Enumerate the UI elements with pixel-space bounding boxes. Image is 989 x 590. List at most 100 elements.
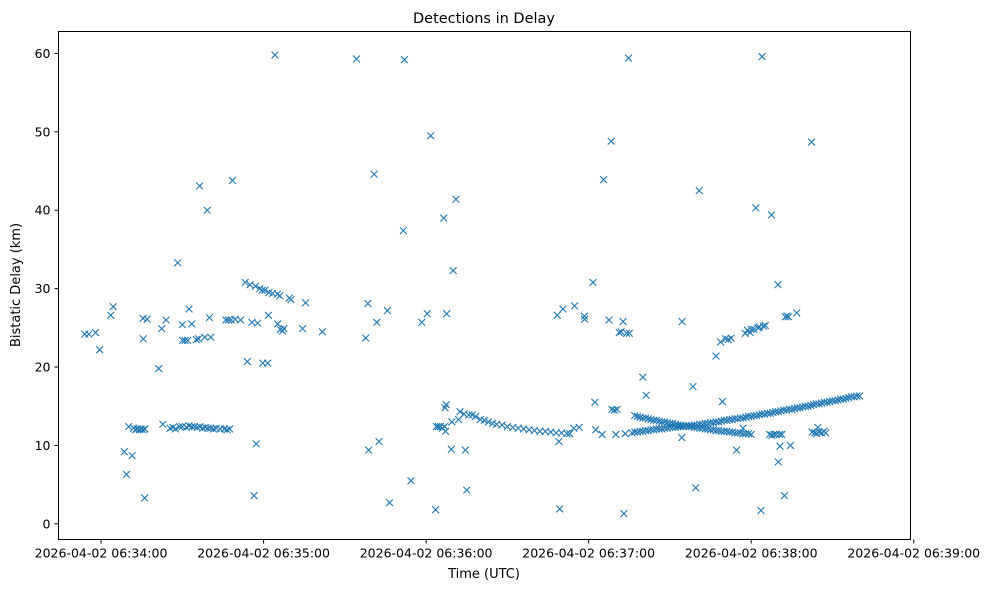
data-point-marker (668, 419, 677, 428)
data-point-marker (652, 416, 661, 425)
data-point-marker (278, 327, 287, 335)
data-point-marker (624, 54, 633, 62)
data-point-marker (570, 302, 579, 310)
data-point-marker (192, 335, 201, 344)
data-point-marker (786, 441, 795, 450)
data-point-marker (91, 328, 100, 337)
data-point-marker (181, 336, 189, 345)
data-point-marker (853, 392, 861, 400)
data-point-marker (625, 329, 634, 338)
data-point-marker (195, 182, 204, 190)
data-point-marker (695, 186, 703, 195)
data-point-marker (224, 316, 233, 324)
data-point-marker (187, 320, 196, 328)
data-point-marker (808, 428, 816, 436)
data-point-marker (774, 458, 783, 466)
data-point-marker (370, 170, 378, 178)
data-point-marker (141, 425, 149, 433)
data-point-marker (220, 425, 229, 433)
data-point-marker (731, 429, 739, 437)
data-point-marker (752, 411, 761, 420)
data-point-marker (301, 298, 310, 307)
data-point-marker (615, 328, 624, 337)
data-point-marker (752, 204, 760, 212)
data-point-marker (660, 418, 669, 426)
data-point-marker (178, 320, 187, 329)
data-point-marker (784, 313, 793, 321)
data-point-marker (157, 324, 166, 333)
data-point-marker (619, 317, 627, 326)
data-points (80, 51, 864, 518)
data-point-marker (318, 327, 327, 336)
data-point-marker (552, 429, 560, 437)
data-point-marker (122, 470, 131, 479)
data-point-marker (173, 258, 182, 267)
data-point-marker (175, 422, 184, 431)
data-point-marker (276, 291, 284, 300)
data-point-marker (747, 430, 755, 439)
data-point-marker (225, 425, 234, 433)
x-tick-label: 2026-04-02 06:35:00 (197, 546, 330, 561)
data-point-marker (652, 425, 661, 433)
data-point-marker (598, 430, 606, 439)
data-point-marker (439, 214, 448, 222)
data-point-marker (183, 336, 192, 345)
data-point-marker (678, 317, 686, 326)
data-point-marker (821, 429, 830, 437)
data-point-marker (750, 325, 758, 334)
data-point-marker (206, 333, 215, 342)
data-point-marker (591, 425, 600, 434)
data-point-marker (774, 280, 782, 289)
data-point-marker (563, 429, 571, 438)
data-point-marker (236, 316, 245, 324)
data-point-marker (739, 429, 747, 438)
data-point-marker (610, 406, 619, 414)
data-point-marker (456, 407, 464, 416)
y-axis-label: Bistatic Delay (km) (9, 223, 24, 347)
data-point-marker (565, 429, 574, 438)
data-point-marker (732, 446, 741, 454)
data-point-marker (761, 321, 770, 330)
data-point-marker (449, 266, 457, 275)
data-point-marker (442, 400, 450, 409)
data-point-marker (831, 396, 839, 405)
data-point-marker (95, 345, 104, 354)
data-point-marker (154, 364, 163, 373)
data-point-marker (788, 405, 796, 414)
data-point-marker (804, 402, 812, 411)
data-point-marker (205, 313, 214, 322)
data-point-marker (206, 424, 215, 432)
data-point-marker (714, 418, 723, 426)
data-point-marker (815, 400, 823, 408)
data-point-marker (759, 322, 768, 331)
y-tick-label: 0 (43, 516, 51, 531)
data-point-marker (691, 483, 700, 492)
data-point-marker (241, 278, 249, 287)
data-point-marker (717, 427, 726, 436)
data-point-marker (128, 451, 136, 460)
data-point-marker (426, 131, 435, 140)
data-point-marker (766, 409, 774, 418)
data-point-marker (253, 319, 262, 327)
data-point-marker (605, 316, 613, 324)
data-point-marker (620, 509, 628, 518)
data-point-marker (383, 306, 392, 315)
data-point-marker (792, 309, 801, 317)
data-point-marker (591, 398, 599, 407)
data-point-marker (251, 282, 260, 291)
data-point-marker (106, 311, 115, 320)
data-point-marker (770, 430, 778, 439)
data-point-marker (139, 335, 148, 343)
data-point-marker (778, 430, 786, 439)
y-tick-label: 30 (35, 281, 51, 296)
data-point-marker (630, 411, 639, 420)
data-point-marker (633, 412, 642, 421)
data-point-marker (780, 491, 789, 500)
x-axis-label: Time (UTC) (447, 567, 520, 582)
data-point-marker (739, 414, 747, 422)
y-tick-label: 20 (35, 360, 51, 375)
data-point-marker (361, 334, 370, 342)
x-axis-ticks: 2026-04-02 06:34:00 2026-04-02 06:35:00 20… (35, 539, 980, 561)
data-point-marker (423, 309, 431, 318)
